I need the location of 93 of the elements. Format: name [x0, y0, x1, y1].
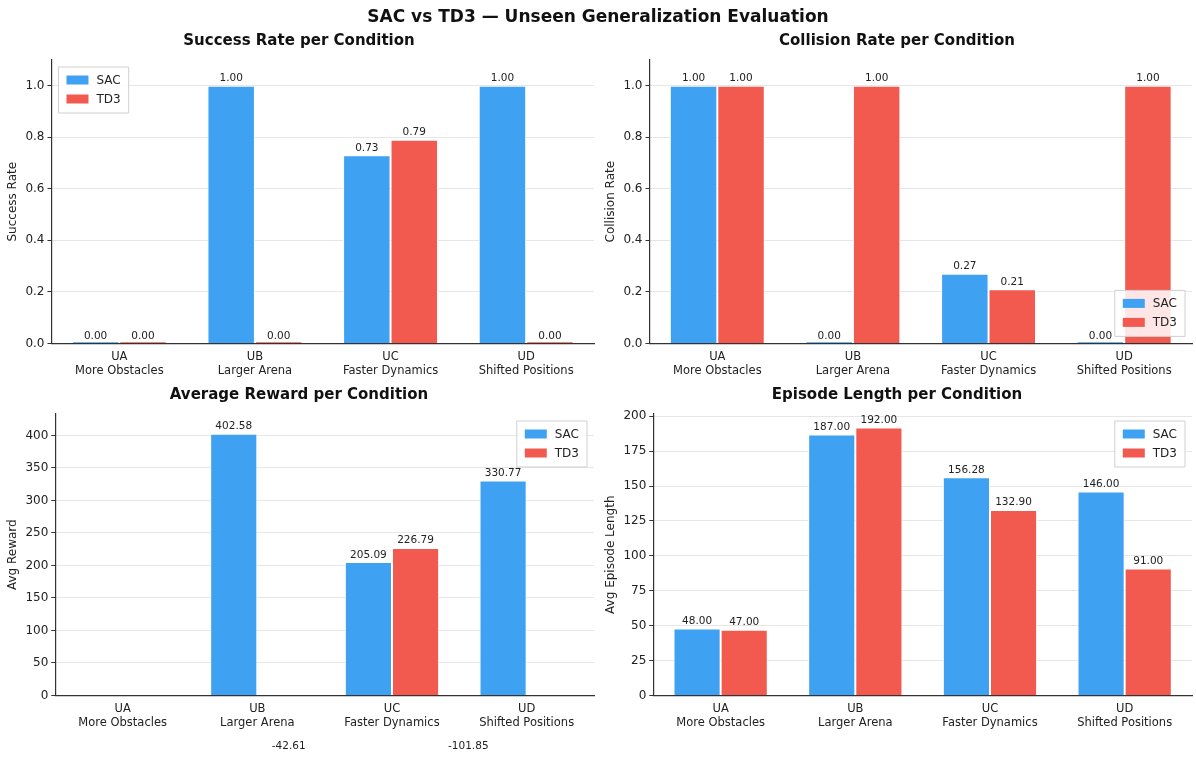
data-label: 132.90 — [995, 495, 1032, 508]
y-tick-label: 150 — [25, 590, 49, 605]
y-tick-label: 150 — [623, 478, 647, 493]
chart-title: Success Rate per Condition — [183, 30, 415, 49]
data-label: 1.00 — [864, 71, 889, 84]
x-tick-label: UA More Obstacles — [672, 349, 762, 378]
x-tick-label: UC Faster Dynamics — [942, 701, 1038, 730]
x-tick-label: UB Larger Arena — [217, 349, 293, 378]
x-tick-label: UD Shifted Positions — [1076, 349, 1172, 378]
text: -42.61 — [271, 739, 306, 752]
y-tick-label: 0.2 — [25, 284, 45, 298]
x-tick-label: UC Faster Dynamics — [344, 701, 440, 730]
x-tick-label: UD Shifted Positions — [479, 701, 575, 730]
y-tick-label: 0.0 — [25, 335, 45, 350]
x-tick-label: UB Larger Arena — [818, 701, 893, 730]
chart-title: Average Reward per Condition — [169, 384, 429, 403]
x-tick-label: UA More Obstacles — [74, 349, 164, 378]
data-label: 0.00 — [83, 328, 108, 341]
text: -101.85 — [448, 739, 489, 752]
x-tick-label: UC Faster Dynamics — [940, 349, 1037, 378]
y-axis-title: Success Rate — [5, 161, 20, 242]
legend-label: SAC — [1152, 296, 1177, 311]
legend-label: TD3 — [1151, 445, 1177, 460]
y-tick-label: 100 — [25, 622, 49, 637]
y-tick-label: 0 — [638, 687, 647, 702]
chart-title: Collision Rate per Condition — [779, 30, 1015, 49]
chart-title: Episode Length per Condition — [771, 384, 1023, 403]
data-label: 0.00 — [266, 328, 291, 341]
y-tick-label: 200 — [25, 557, 49, 572]
data-label: 1.00 — [1136, 71, 1160, 84]
data-label: 156.28 — [948, 462, 985, 475]
y-tick-label: 0.2 — [623, 284, 643, 298]
data-label: 0.27 — [953, 259, 977, 272]
y-tick-label: 175 — [623, 443, 647, 458]
x-tick-label: UD Shifted Positions — [478, 349, 574, 378]
data-label: 0.00 — [1088, 328, 1113, 341]
y-tick-label: 250 — [25, 525, 49, 540]
y-tick-label: 0 — [40, 687, 49, 702]
data-label: 1.00 — [729, 71, 753, 84]
y-tick-label: 350 — [25, 460, 49, 475]
y-tick-label: 0.4 — [25, 232, 45, 247]
data-label: 0.73 — [355, 140, 379, 153]
data-label: 192.00 — [860, 412, 898, 425]
data-label: 1.00 — [490, 71, 515, 84]
y-tick-label: 75 — [631, 582, 647, 597]
y-axis-title: Avg Reward — [5, 519, 20, 591]
data-label: 48.00 — [682, 613, 713, 626]
y-tick-label: 25 — [631, 652, 647, 667]
y-tick-label: 0.6 — [25, 180, 45, 195]
legend-label: SAC — [96, 72, 121, 87]
legend-label: SAC — [554, 426, 579, 441]
legend-label: TD3 — [1151, 315, 1177, 330]
y-tick-label: 100 — [623, 547, 647, 562]
y-tick-label: 400 — [25, 427, 49, 442]
data-label: 146.00 — [1082, 477, 1120, 490]
data-label: 0.21 — [1000, 274, 1024, 287]
data-label: 0.00 — [131, 328, 155, 341]
legend-label: SAC — [1152, 426, 1177, 441]
y-tick-label: 1.0 — [623, 77, 643, 92]
y-tick-label: 0.8 — [623, 129, 643, 144]
y-tick-label: 0.0 — [623, 335, 643, 350]
data-label: 1.00 — [681, 71, 706, 84]
legend-label: TD3 — [95, 91, 121, 106]
x-tick-label: UA More Obstacles — [676, 701, 765, 730]
data-label: 0.79 — [402, 125, 426, 138]
y-tick-label: 200 — [623, 408, 647, 423]
y-tick-label: 50 — [631, 617, 647, 632]
data-label: 402.58 — [215, 419, 253, 432]
y-tick-label: 0.6 — [623, 180, 643, 195]
data-label: 187.00 — [813, 419, 851, 432]
y-tick-label: 1.0 — [25, 77, 45, 92]
y-tick-label: 125 — [623, 513, 647, 528]
x-tick-label: UC Faster Dynamics — [342, 349, 439, 378]
x-tick-label: UA More Obstacles — [78, 701, 167, 730]
y-axis-title: Collision Rate — [603, 160, 618, 243]
legend-label: TD3 — [553, 445, 579, 460]
data-label: 47.00 — [729, 615, 760, 628]
x-tick-label: UB Larger Arena — [815, 349, 891, 378]
data-label: 91.00 — [1133, 553, 1164, 566]
x-tick-label: UD Shifted Positions — [1077, 701, 1173, 730]
data-label: 226.79 — [397, 533, 434, 546]
y-tick-label: 0.4 — [623, 232, 643, 247]
text: SAC vs TD3 — Unseen Generalization Evaluation — [366, 6, 830, 26]
x-tick-label: UB Larger Arena — [220, 701, 295, 730]
y-tick-label: 50 — [33, 655, 49, 670]
y-tick-label: 300 — [25, 492, 49, 507]
data-label: 205.09 — [350, 547, 387, 560]
data-label: 330.77 — [484, 465, 522, 478]
y-tick-label: 0.8 — [25, 129, 45, 144]
data-label: 1.00 — [219, 71, 243, 84]
data-label: 0.00 — [817, 328, 841, 341]
y-axis-title: Avg Episode Length — [603, 495, 618, 614]
data-label: 0.00 — [538, 328, 562, 341]
